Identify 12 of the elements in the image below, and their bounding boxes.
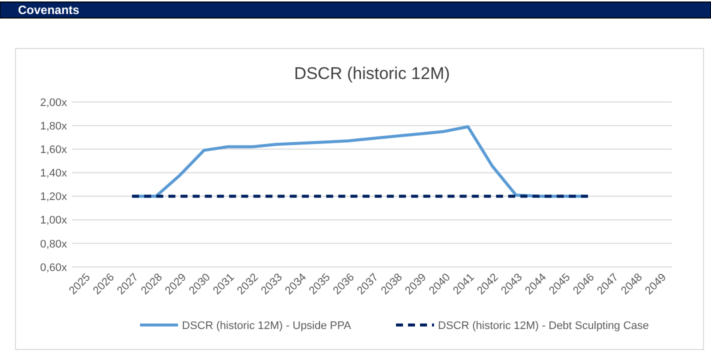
y-tick-label: 1,20x [40,191,68,204]
chart-title: DSCR (historic 12M) [294,64,450,83]
y-tick-label: 1,00x [40,214,68,227]
y-tick-label: 0,80x [40,238,68,250]
y-tick-label: 1,60x [40,144,68,156]
text: Covenants [18,3,80,17]
y-tick-label: 1,80x [40,120,68,132]
y-tick-label: 1,40x [40,168,68,180]
y-tick-label: 2,00x [40,96,68,109]
legend-label: DSCR (historic 12M) - Debt Sculpting Case [438,320,649,332]
legend-label: DSCR (historic 12M) - Upside PPA [182,320,352,332]
y-tick-label: 0,60x [40,262,68,274]
